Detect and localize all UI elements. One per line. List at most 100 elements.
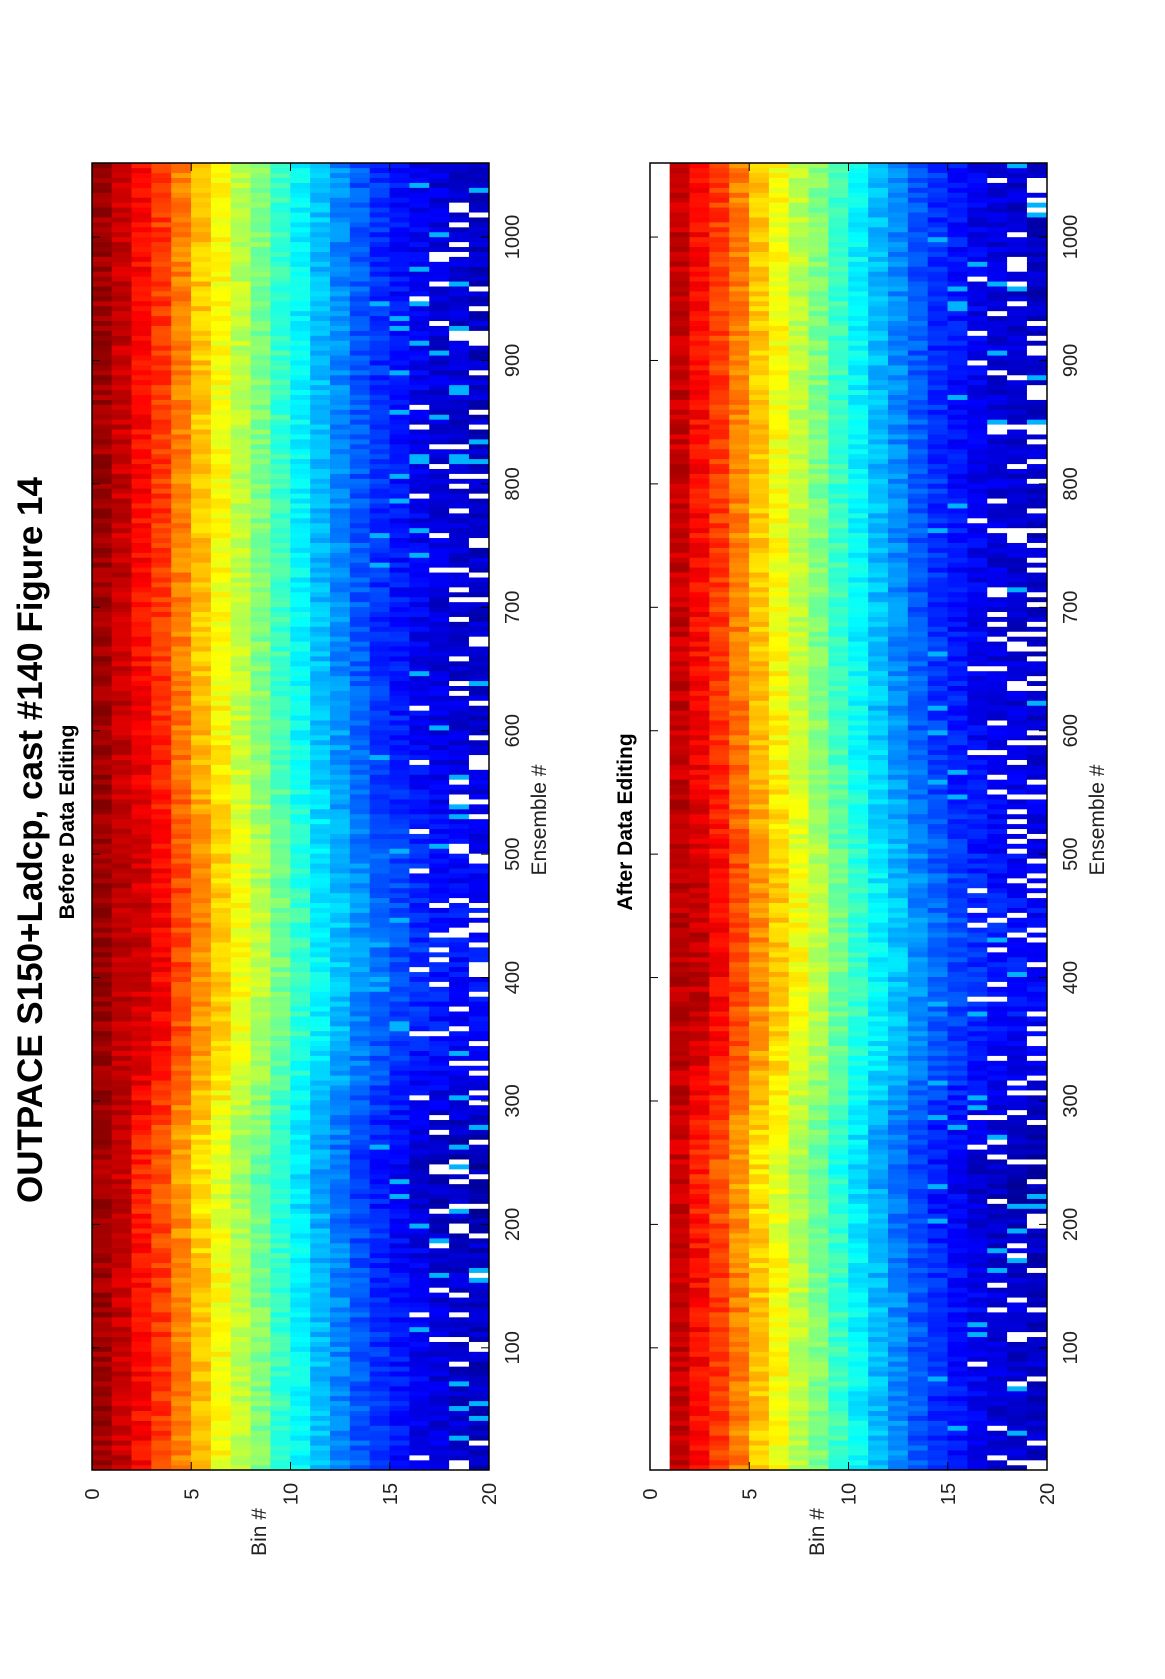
heatmap-cell	[91, 1080, 113, 1086]
heatmap-cell	[191, 1050, 212, 1056]
heatmap-cell	[310, 434, 331, 440]
heatmap-cell	[91, 1316, 113, 1323]
heatmap-cell	[449, 315, 470, 322]
heatmap-cell	[349, 295, 371, 302]
heatmap-cell	[250, 1326, 271, 1333]
heatmap-cell	[389, 705, 410, 711]
heatmap-cell	[131, 942, 152, 948]
heatmap-cell	[330, 1124, 351, 1130]
heatmap-cell	[151, 1464, 172, 1471]
heatmap-cell	[191, 715, 212, 721]
heatmap-cell	[468, 1188, 490, 1195]
heatmap-cell	[131, 527, 152, 534]
heatmap-cell	[91, 374, 113, 381]
heatmap-cell	[468, 1218, 490, 1224]
heatmap-cell	[349, 394, 371, 400]
heatmap-cell	[449, 725, 470, 731]
heatmap-cell	[230, 996, 251, 1002]
heatmap-cell	[449, 675, 470, 682]
heatmap-cell	[131, 330, 152, 336]
heatmap-cell	[429, 399, 450, 405]
heatmap-cell	[91, 379, 113, 386]
heatmap-cell	[369, 779, 390, 785]
heatmap-cell	[409, 1336, 430, 1342]
heatmap-cell	[409, 1208, 430, 1214]
heatmap-cell	[230, 1311, 251, 1318]
heatmap-cell	[270, 448, 291, 455]
heatmap-cell	[310, 340, 331, 346]
heatmap-cell	[429, 971, 450, 977]
heatmap-cell	[230, 1247, 251, 1254]
heatmap-cell	[369, 601, 390, 608]
heatmap-cell	[349, 720, 371, 726]
heatmap-cell	[151, 330, 172, 336]
heatmap-cell	[250, 675, 271, 682]
heatmap-cell	[290, 981, 311, 987]
heatmap-cell	[369, 1326, 390, 1333]
heatmap-cell	[429, 1173, 450, 1180]
heatmap-cell	[171, 572, 192, 578]
heatmap-cell	[369, 739, 390, 746]
heatmap-cell	[389, 1020, 410, 1027]
heatmap-cell	[369, 596, 390, 603]
heatmap-cell	[429, 409, 450, 415]
heatmap-cell	[111, 779, 132, 785]
heatmap-cell	[171, 1173, 192, 1180]
heatmap-cell	[91, 616, 113, 622]
heatmap-cell	[171, 478, 192, 484]
heatmap-cell	[210, 818, 232, 825]
heatmap-cell	[131, 1164, 152, 1170]
heatmap-cell	[151, 966, 172, 973]
heatmap-cell	[270, 493, 291, 499]
heatmap-cell	[171, 951, 192, 958]
heatmap-cell	[468, 251, 490, 257]
heatmap-cell	[210, 340, 232, 346]
heatmap-cell	[91, 1400, 113, 1407]
heatmap-cell	[369, 695, 390, 701]
heatmap-cell	[151, 858, 172, 864]
heatmap-cell	[468, 1361, 490, 1367]
heatmap-cell	[151, 1252, 172, 1259]
heatmap-cell	[151, 1302, 172, 1308]
heatmap-cell	[250, 389, 271, 396]
heatmap-cell	[91, 1188, 113, 1195]
heatmap-cell	[310, 848, 331, 854]
heatmap-cell	[349, 379, 371, 386]
heatmap-cell	[429, 320, 450, 326]
heatmap-cell	[171, 443, 192, 450]
heatmap-cell	[369, 1307, 390, 1313]
heatmap-cell	[409, 784, 430, 790]
heatmap-cell	[210, 567, 232, 573]
heatmap-cell	[151, 1381, 172, 1387]
heatmap-cell	[349, 695, 371, 701]
heatmap-cell	[409, 863, 430, 869]
heatmap-cell	[330, 877, 351, 884]
heatmap-cell	[468, 1085, 490, 1091]
heatmap-cell	[250, 552, 271, 558]
heatmap-cell	[270, 591, 291, 598]
heatmap-cell	[449, 379, 470, 386]
heatmap-cell	[250, 1282, 271, 1288]
heatmap-cell	[290, 656, 311, 662]
heatmap-cell	[151, 917, 172, 923]
heatmap-cell	[310, 868, 331, 874]
heatmap-cell	[91, 1173, 113, 1180]
heatmap-cell	[250, 1075, 271, 1081]
heatmap-cell	[111, 434, 132, 440]
heatmap-cell	[210, 675, 232, 682]
heatmap-cell	[389, 1035, 410, 1042]
heatmap-cell	[131, 991, 152, 997]
heatmap-cell	[171, 611, 192, 617]
heatmap-cell	[449, 1267, 470, 1273]
heatmap-cell	[389, 1060, 410, 1066]
heatmap-cell	[310, 971, 331, 977]
heatmap-cell	[270, 241, 291, 248]
heatmap-cell	[131, 833, 152, 839]
heatmap-cell	[449, 1307, 470, 1313]
heatmap-cell	[310, 769, 331, 775]
heatmap-cell	[310, 680, 331, 686]
heatmap-cell	[468, 522, 490, 529]
heatmap-cell	[230, 1440, 251, 1446]
heatmap-cell	[151, 616, 172, 622]
heatmap-cell	[91, 458, 113, 465]
